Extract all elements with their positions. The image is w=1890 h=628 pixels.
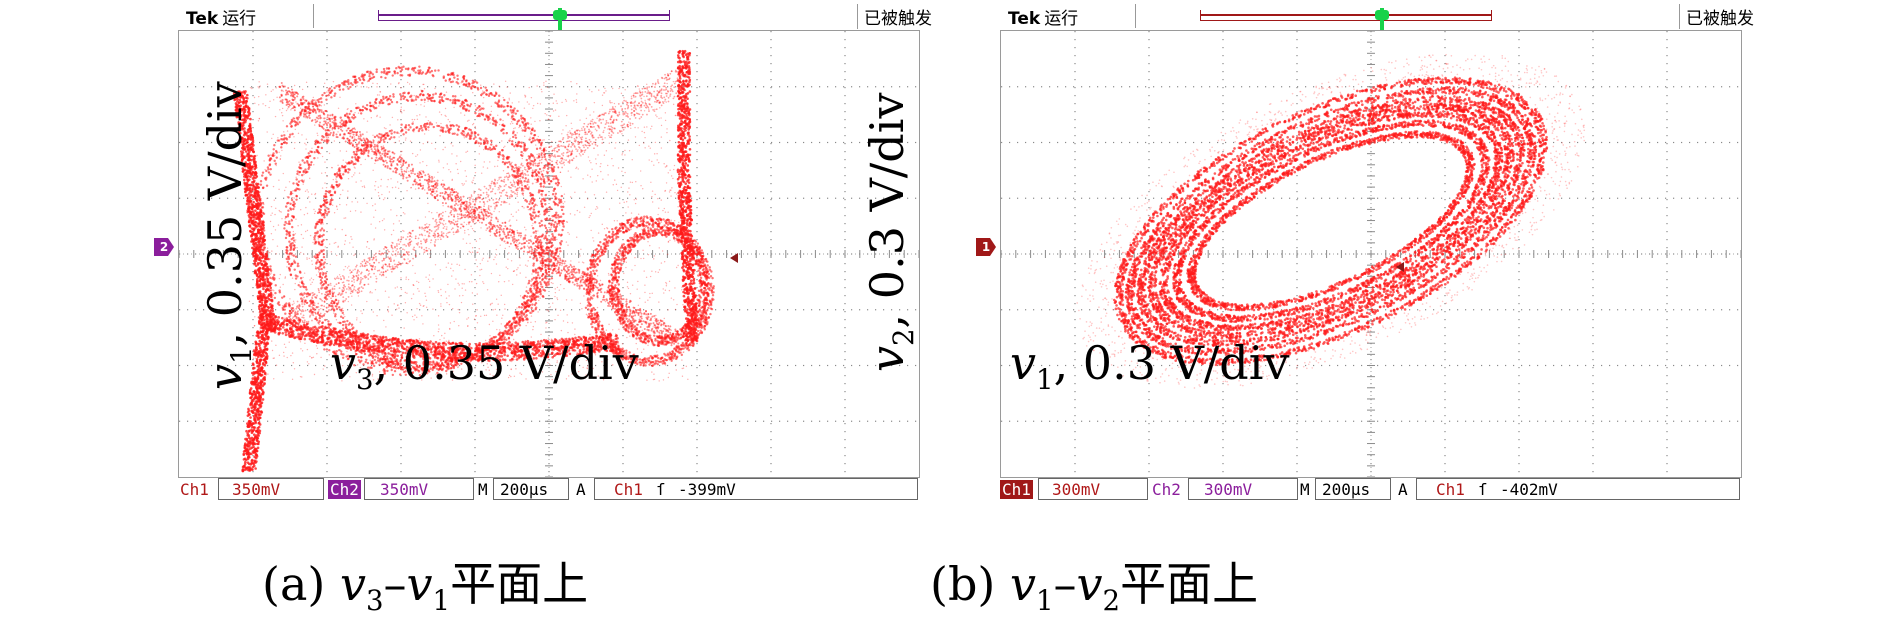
- ch1-scale: 300mV: [1052, 480, 1100, 499]
- trigger-box[interactable]: [1416, 478, 1740, 500]
- y-axis-label-b: v2, 0.3 V/div: [860, 93, 920, 372]
- settings-readout: Ch1 350mV Ch2 350mV M 200μs A Ch1 ſ -399…: [178, 478, 918, 500]
- trigger-box[interactable]: [594, 478, 918, 500]
- run-status: 运行: [222, 9, 256, 29]
- trigger-slope-icon: ſ: [656, 480, 666, 499]
- display-screen: [1000, 30, 1742, 478]
- divider: [313, 4, 314, 28]
- ch2-label: Ch2: [1152, 480, 1181, 499]
- x-axis-label-b: v1, 0.3 V/div: [1010, 336, 1289, 396]
- trigger-status: 已被触发: [857, 4, 932, 29]
- trigger-level: -399mV: [678, 480, 736, 499]
- trigger-level-arrow-icon[interactable]: [730, 253, 738, 263]
- trigger-source: Ch1: [614, 480, 643, 499]
- trigger-level: -402mV: [1500, 480, 1558, 499]
- timebase-box[interactable]: [493, 478, 569, 500]
- trigger-status: 已被触发: [1679, 4, 1754, 29]
- trigger-level-arrow-icon[interactable]: [1396, 262, 1404, 272]
- attractor-trace-a: [232, 49, 715, 473]
- m-label: M: [1300, 480, 1310, 499]
- brand: Tek 运行: [186, 4, 256, 29]
- brand: Tek 运行: [1008, 4, 1078, 29]
- ch2-scale-box[interactable]: [1188, 478, 1298, 500]
- timebase: 200μs: [500, 480, 548, 499]
- ch1-scale-box[interactable]: [1038, 478, 1148, 500]
- record-length-bar: [378, 10, 670, 21]
- m-label: M: [478, 480, 488, 499]
- divider: [1135, 4, 1136, 28]
- ch2-scale: 300mV: [1204, 480, 1252, 499]
- record-length-bar: [1200, 10, 1492, 21]
- a-label: A: [1398, 480, 1408, 499]
- channel-marker[interactable]: 2: [154, 238, 174, 256]
- attractor-trace-b: [1076, 53, 1586, 389]
- ch1-scale: 350mV: [232, 480, 280, 499]
- ch2-scale: 350mV: [380, 480, 428, 499]
- phase-portrait-plot-a: [179, 31, 919, 477]
- timebase: 200μs: [1322, 480, 1370, 499]
- trigger-slope-icon: ſ: [1478, 480, 1488, 499]
- timebase-box[interactable]: [1315, 478, 1391, 500]
- ch1-scale-box[interactable]: [218, 478, 324, 500]
- a-label: A: [576, 480, 586, 499]
- ch1-label: Ch1: [180, 480, 209, 499]
- ch1-label: Ch1: [1000, 480, 1033, 499]
- display-screen: [178, 30, 920, 478]
- channel-marker[interactable]: 1: [976, 238, 996, 256]
- caption-b: (b) v1–v2平面上: [930, 548, 1258, 617]
- phase-portrait-plot-b: [1001, 31, 1741, 477]
- trigger-source: Ch1: [1436, 480, 1465, 499]
- ch2-scale-box[interactable]: [364, 478, 474, 500]
- x-axis-label-a: v3, 0.35 V/div: [330, 336, 639, 396]
- caption-a: (a) v3–v1平面上: [262, 548, 588, 617]
- settings-readout: Ch1 300mV Ch2 300mV M 200μs A Ch1 ſ -402…: [1000, 478, 1740, 500]
- y-axis-label-a: v1, 0.35 V/div: [198, 81, 258, 390]
- ch2-label: Ch2: [328, 480, 361, 499]
- run-status: 运行: [1044, 9, 1078, 29]
